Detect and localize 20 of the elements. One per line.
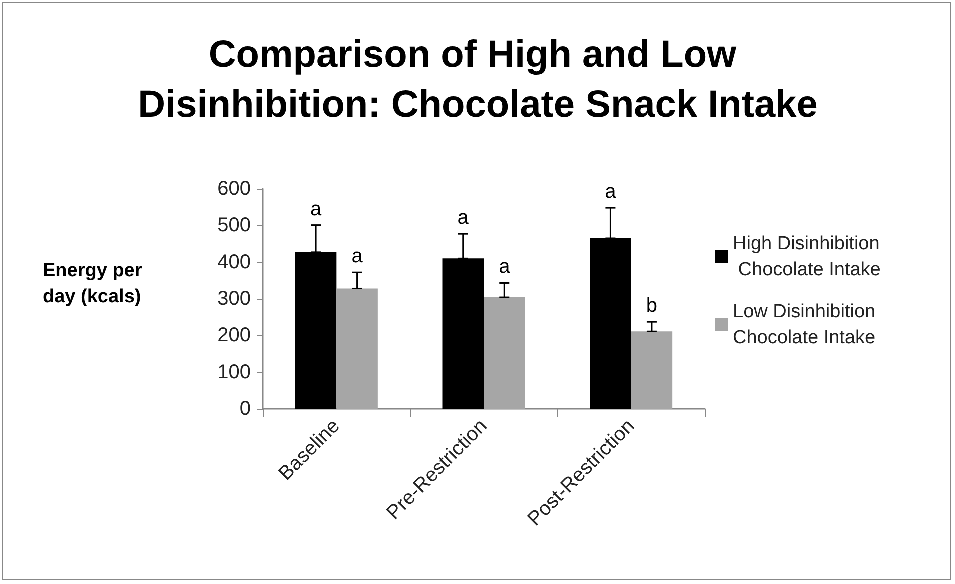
annotation: a [352, 246, 364, 268]
legend-label: High Disinhibition Chocolate Intake [733, 234, 881, 280]
y-tick-label: 500 [218, 214, 251, 237]
bar [484, 298, 526, 409]
y-tick-label: 400 [218, 251, 251, 274]
annotation: a [605, 181, 618, 204]
annotation: a [458, 207, 470, 230]
chart-title: Comparison of High and Low Disinhibition: Chocolate Snack Intake [138, 34, 818, 126]
y-tick-label: 0 [240, 398, 251, 420]
y-tick-label: 600 [218, 178, 251, 200]
y-tick-label: 200 [218, 324, 251, 347]
y-tick-label: 100 [218, 361, 251, 384]
annotation: b [646, 295, 658, 318]
annotation: a [499, 256, 512, 278]
annotation: a [310, 198, 322, 220]
legend-label: Low Disinhibition Chocolate Intake [733, 302, 881, 348]
bar [631, 332, 673, 409]
y-tick-label: 300 [218, 288, 251, 310]
bar [336, 288, 378, 409]
y-axis-title: Energy per day (kcals) [43, 260, 148, 308]
